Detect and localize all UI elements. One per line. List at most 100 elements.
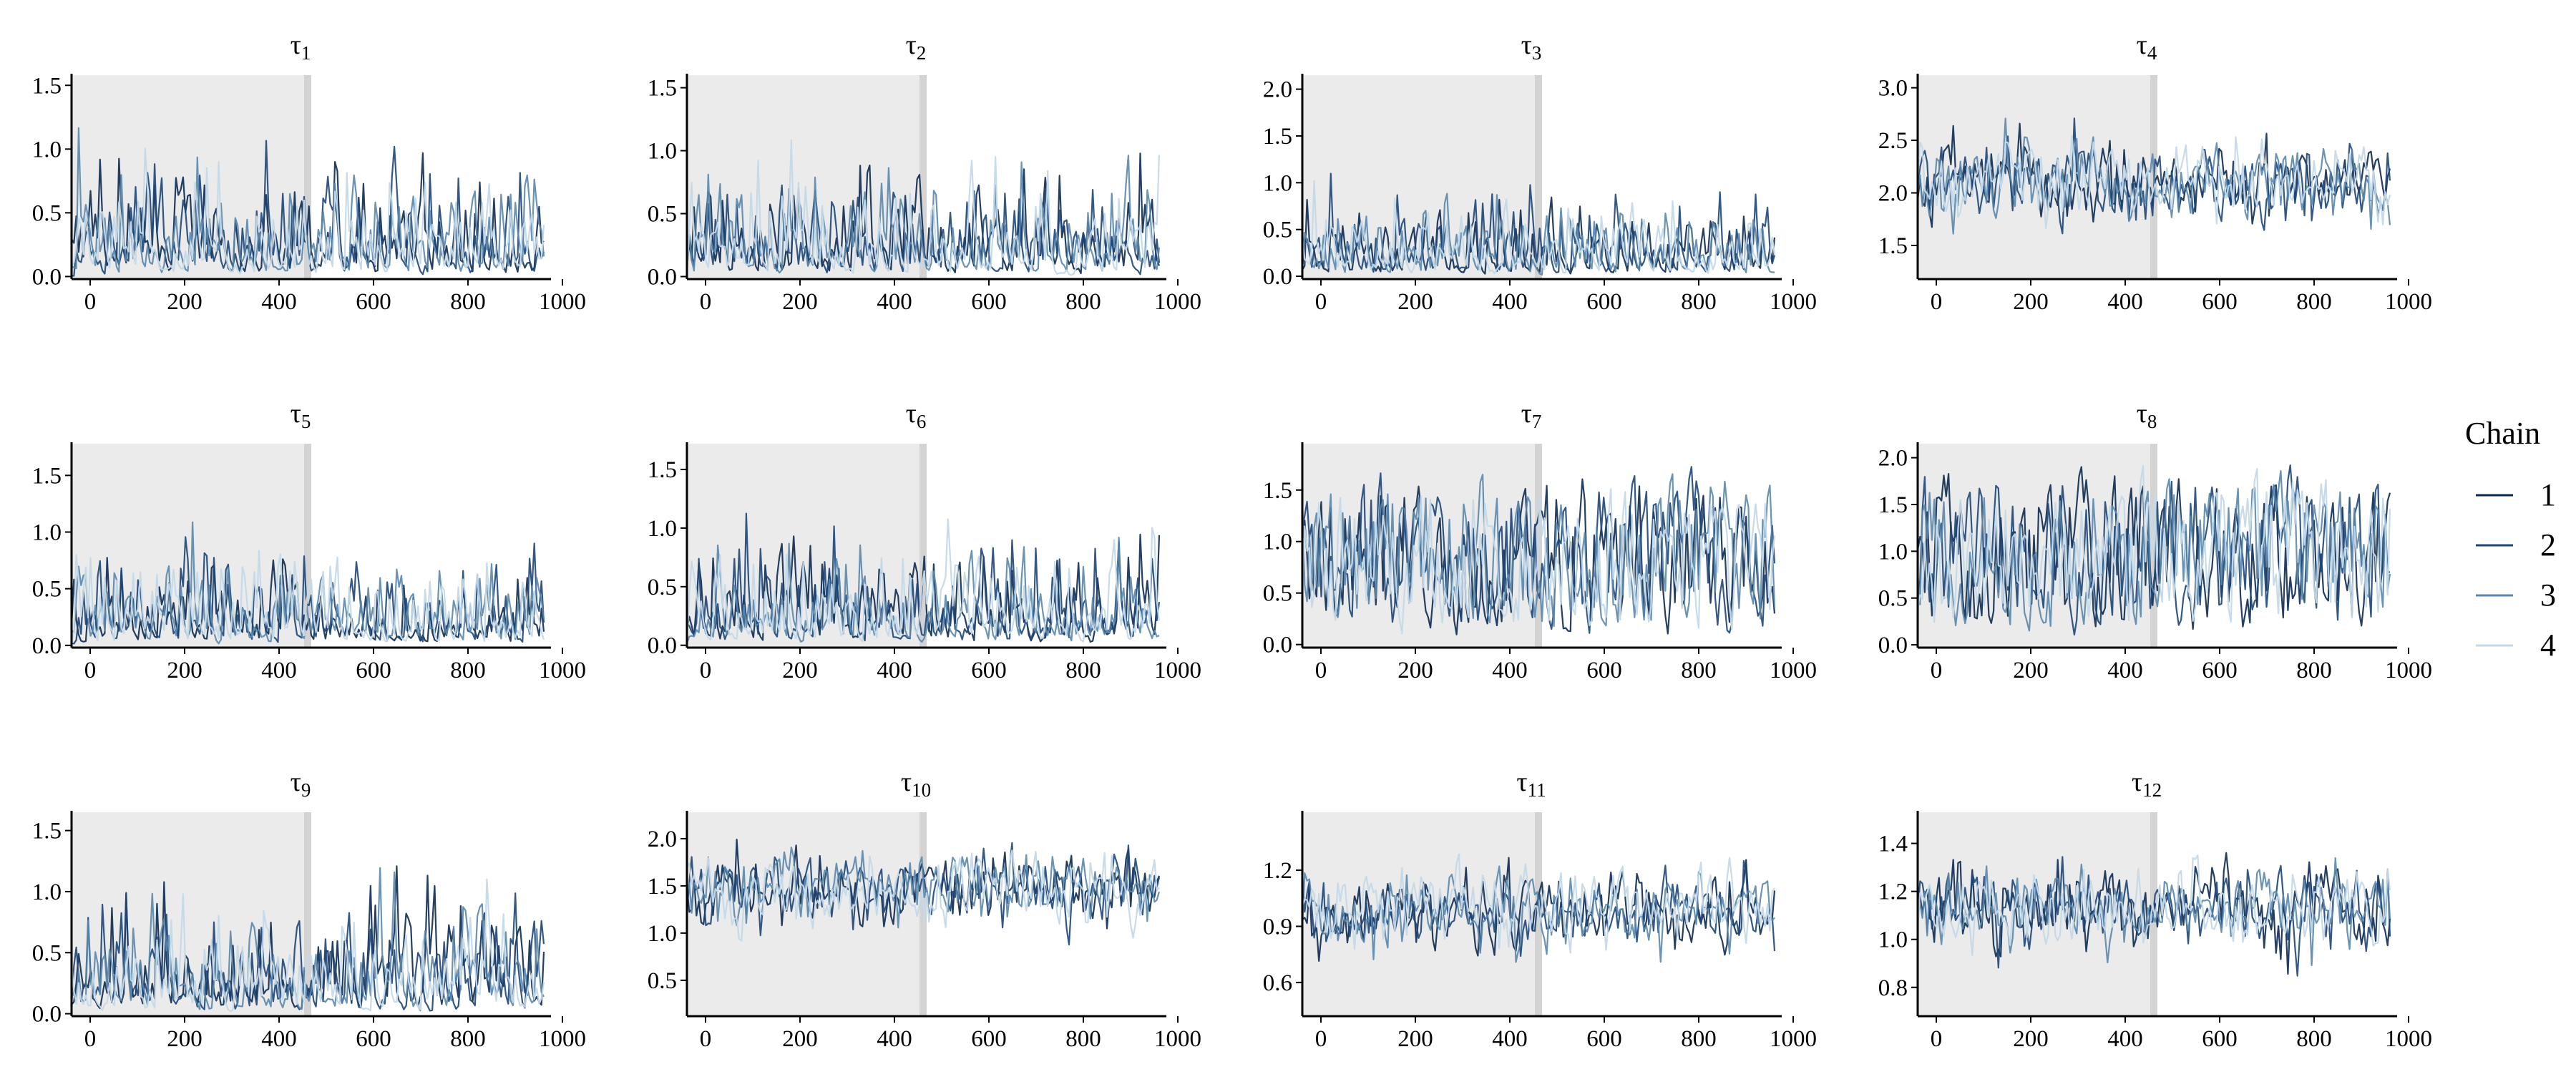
- panel-title: τ5: [291, 399, 311, 432]
- x-tick-label: 400: [261, 1026, 297, 1052]
- panel-title-symbol: τ: [1521, 30, 1532, 60]
- y-tick-label: 0.0: [1263, 264, 1292, 290]
- x-tick-label: 400: [1492, 658, 1528, 683]
- x-tick-label: 800: [1681, 289, 1717, 315]
- y-tick-label: 0.0: [32, 633, 62, 659]
- chain-2-trace: [1301, 466, 1776, 634]
- x-tick-label: 200: [167, 289, 203, 315]
- x-tick-label: 600: [356, 289, 391, 315]
- x-tick-label: 0: [1315, 658, 1327, 683]
- panel-title-subscript: 4: [2147, 42, 2157, 64]
- panel-title-symbol: τ: [291, 399, 301, 429]
- x-tick-label: 600: [356, 1026, 391, 1052]
- panel-2: 0 200 400 600 800 1000 0.0 0.5 1.0 1.5 τ2: [648, 30, 1201, 315]
- x-tick-label: 200: [2013, 289, 2049, 315]
- y-tick-label: 1.5: [32, 819, 62, 844]
- y-tick-label: 1.0: [648, 921, 677, 947]
- warmup-shade: [687, 75, 923, 279]
- y-tick-label: 0.6: [1263, 970, 1292, 996]
- legend-title: Chain: [2465, 416, 2540, 451]
- y-tick-label: 2.0: [1878, 446, 1908, 472]
- panel-title: τ2: [906, 30, 927, 64]
- chain-3-trace: [1916, 117, 2391, 235]
- x-tick-label: 1000: [1154, 289, 1201, 315]
- chain-3-trace: [1916, 857, 2391, 966]
- chain-2-trace: [70, 892, 545, 1012]
- y-tick-label: 1.5: [648, 874, 677, 900]
- warmup-boundary: [919, 444, 927, 648]
- chain-3-trace: [71, 521, 545, 645]
- legend-entry-1: 1: [2476, 477, 2556, 512]
- x-tick-label: 600: [356, 658, 391, 683]
- x-tick-label: 400: [2107, 1026, 2143, 1052]
- x-tick-label: 800: [450, 289, 486, 315]
- panel-title: τ9: [291, 767, 311, 801]
- y-tick-label: 1.5: [1878, 492, 1908, 518]
- y-tick-label: 2.0: [1263, 77, 1292, 103]
- legend-entry-2: 2: [2476, 527, 2556, 562]
- panel-12: 0 200 400 600 800 1000 0.8 1.0 1.2 1.4 τ12: [1878, 767, 2432, 1052]
- x-tick-label: 200: [782, 1026, 818, 1052]
- y-tick-label: 0.5: [32, 577, 62, 603]
- panel-title-subscript: 1: [301, 42, 311, 64]
- x-tick-label: 200: [782, 289, 818, 315]
- chain-4-trace: [70, 878, 545, 1013]
- x-tick-label: 400: [877, 289, 912, 315]
- x-tick-label: 400: [1492, 289, 1528, 315]
- x-tick-label: 200: [167, 1026, 203, 1052]
- panel-title: τ11: [1516, 767, 1546, 801]
- chain-4-trace: [1301, 180, 1776, 274]
- x-tick-label: 0: [1931, 1026, 1943, 1052]
- x-tick-label: 0: [84, 1026, 97, 1052]
- y-tick-label: 1.0: [648, 139, 677, 165]
- y-tick-label: 1.5: [32, 463, 62, 489]
- x-tick-label: 400: [2107, 289, 2143, 315]
- x-tick-label: 200: [2013, 1026, 2049, 1052]
- panel-3: 0 200 400 600 800 1000 0.0 0.5 1.0 1.5 2.0 τ3: [1263, 30, 1817, 315]
- y-tick-label: 0.0: [32, 264, 62, 290]
- x-tick-label: 200: [167, 658, 203, 683]
- warmup-boundary: [304, 444, 311, 648]
- x-tick-label: 0: [1931, 289, 1943, 315]
- chain-2-trace: [1301, 172, 1776, 274]
- legend-entry-4: 4: [2476, 628, 2556, 663]
- x-tick-label: 0: [1315, 1026, 1327, 1052]
- x-tick-label: 200: [782, 658, 818, 683]
- chain-4-trace: [1916, 854, 2391, 956]
- y-tick-label: 0.0: [648, 633, 677, 659]
- panel-title-symbol: τ: [291, 767, 301, 797]
- chain-4-trace: [1916, 135, 2391, 230]
- x-tick-label: 600: [971, 658, 1007, 683]
- y-tick-label: 1.0: [1878, 539, 1908, 565]
- panel-title-symbol: τ: [901, 767, 912, 797]
- y-tick-label: 1.0: [1878, 927, 1908, 953]
- panel-title-symbol: τ: [291, 30, 301, 60]
- y-tick-label: 2.5: [1878, 128, 1908, 154]
- panel-title: τ7: [1521, 399, 1542, 432]
- y-tick-label: 0.9: [1263, 914, 1292, 940]
- panel-title: τ8: [2137, 399, 2157, 432]
- chain-3-trace: [70, 867, 545, 1012]
- y-tick-label: 1.0: [32, 520, 62, 546]
- y-tick-label: 1.5: [648, 457, 677, 483]
- panel-title: τ12: [2132, 767, 2162, 801]
- warmup-shade: [687, 812, 923, 1016]
- x-tick-label: 200: [1397, 289, 1433, 315]
- legend-label-2: 2: [2540, 527, 2556, 562]
- y-tick-label: 0.5: [648, 575, 677, 600]
- x-tick-label: 600: [2202, 658, 2238, 683]
- chain-4-trace: [686, 849, 1160, 942]
- y-tick-label: 3.0: [1878, 76, 1908, 102]
- x-tick-label: 600: [971, 1026, 1007, 1052]
- y-tick-label: 0.0: [1263, 633, 1292, 658]
- chain-4-trace: [1916, 464, 2391, 623]
- panel-title-subscript: 3: [1532, 42, 1542, 64]
- chain-legend: Chain 1 2 3 4: [2465, 416, 2556, 663]
- chain-3-trace: [686, 537, 1160, 644]
- x-tick-label: 600: [1586, 289, 1622, 315]
- x-tick-label: 400: [877, 1026, 912, 1052]
- chain-4-trace: [1301, 853, 1775, 954]
